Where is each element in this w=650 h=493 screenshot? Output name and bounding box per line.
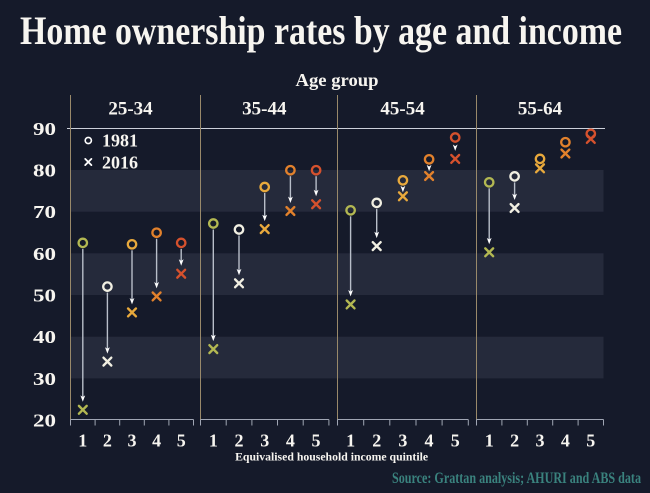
- svg-text:1: 1: [485, 431, 494, 451]
- svg-text:3: 3: [536, 431, 545, 451]
- svg-text:1: 1: [78, 431, 87, 451]
- svg-text:35-44: 35-44: [242, 99, 287, 120]
- svg-text:45-54: 45-54: [380, 99, 425, 120]
- svg-text:30: 30: [33, 369, 56, 389]
- svg-text:Home ownership rates by age an: Home ownership rates by age and income: [20, 8, 622, 53]
- svg-text:2: 2: [372, 431, 381, 451]
- svg-text:Age group: Age group: [296, 70, 379, 90]
- svg-text:4: 4: [425, 431, 434, 451]
- svg-text:25-34: 25-34: [108, 99, 153, 120]
- svg-text:4: 4: [286, 431, 295, 451]
- svg-text:5: 5: [586, 431, 595, 451]
- svg-text:5: 5: [312, 431, 321, 451]
- svg-text:3: 3: [398, 431, 407, 451]
- svg-text:60: 60: [33, 244, 56, 264]
- svg-text:3: 3: [128, 431, 137, 451]
- svg-text:3: 3: [260, 431, 269, 451]
- svg-text:2: 2: [103, 431, 112, 451]
- svg-text:2: 2: [510, 431, 519, 451]
- svg-text:4: 4: [561, 431, 570, 451]
- svg-text:5: 5: [177, 431, 186, 451]
- svg-text:2: 2: [235, 431, 244, 451]
- svg-text:80: 80: [33, 160, 56, 180]
- svg-text:5: 5: [451, 431, 460, 451]
- svg-text:1981: 1981: [102, 131, 138, 151]
- svg-text:90: 90: [33, 119, 56, 139]
- svg-text:Source: Grattan analysis; AHUR: Source: Grattan analysis; AHURI and ABS …: [392, 470, 641, 487]
- svg-text:70: 70: [33, 202, 56, 222]
- svg-text:1: 1: [209, 431, 218, 451]
- svg-text:40: 40: [33, 327, 56, 347]
- svg-text:50: 50: [33, 285, 56, 305]
- svg-text:1: 1: [346, 431, 355, 451]
- svg-text:Equivalised household income q: Equivalised household income quintile: [235, 450, 429, 464]
- svg-text:55-64: 55-64: [518, 99, 563, 120]
- svg-text:20: 20: [33, 411, 56, 431]
- svg-text:4: 4: [152, 431, 161, 451]
- svg-text:2016: 2016: [102, 152, 138, 172]
